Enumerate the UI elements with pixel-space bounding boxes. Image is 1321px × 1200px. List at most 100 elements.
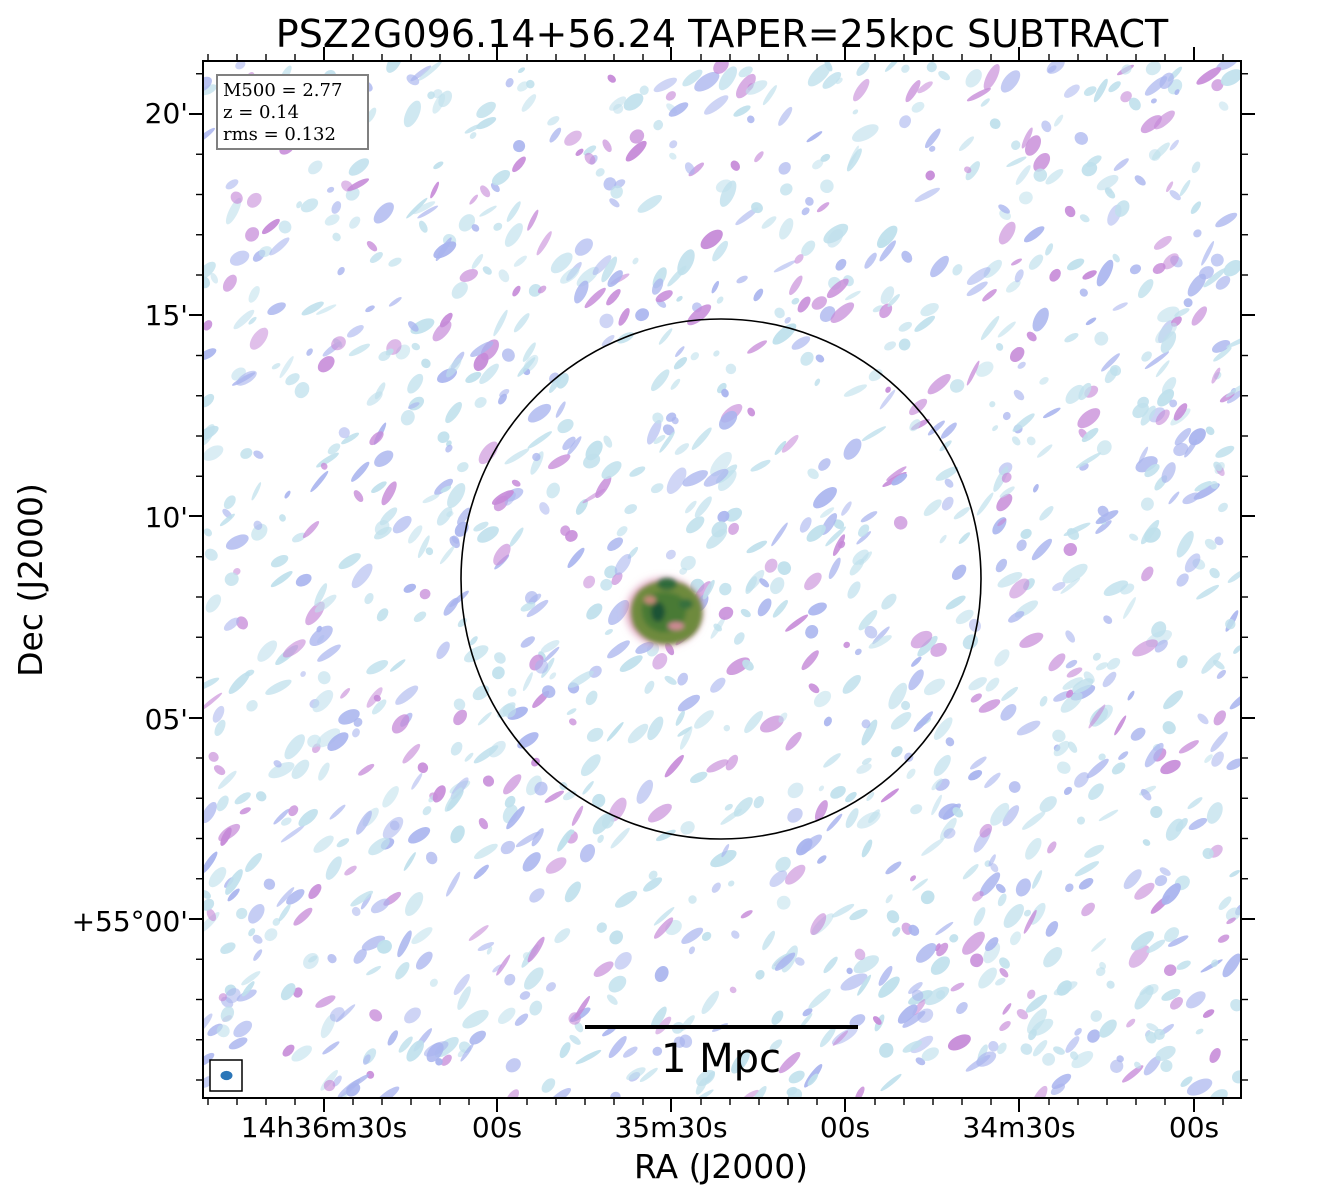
noise-blob bbox=[632, 257, 639, 265]
noise-blob bbox=[920, 302, 939, 317]
noise-blob bbox=[239, 807, 251, 815]
noise-blob bbox=[898, 338, 911, 351]
noise-blob bbox=[1213, 461, 1223, 471]
noise-blob bbox=[754, 151, 764, 163]
noise-blob bbox=[1013, 389, 1025, 401]
noise-blob bbox=[1126, 1018, 1136, 1028]
noise-blob bbox=[595, 168, 605, 177]
noise-blob bbox=[421, 358, 431, 369]
noise-blob bbox=[1096, 259, 1114, 287]
noise-blob bbox=[522, 852, 541, 872]
noise-blob bbox=[1066, 258, 1085, 271]
noise-blob bbox=[248, 286, 260, 303]
noise-blob bbox=[807, 468, 819, 480]
noise-blob bbox=[1039, 696, 1048, 707]
noise-blob bbox=[662, 424, 675, 436]
noise-blob bbox=[813, 690, 832, 708]
noise-blob bbox=[446, 357, 462, 378]
noise-blob bbox=[240, 448, 253, 459]
noise-blob bbox=[1001, 472, 1012, 483]
noise-blob bbox=[315, 995, 336, 1008]
noise-blob bbox=[230, 191, 243, 204]
noise-blob bbox=[1099, 1019, 1117, 1038]
noise-blob bbox=[1047, 841, 1057, 854]
noise-blob bbox=[528, 593, 542, 604]
noise-blob bbox=[841, 501, 852, 516]
noise-blob bbox=[293, 987, 303, 998]
noise-blob bbox=[574, 280, 589, 304]
noise-blob bbox=[413, 611, 427, 623]
noise-blob bbox=[425, 547, 434, 556]
noise-blob bbox=[606, 288, 621, 306]
noise-blob bbox=[1225, 618, 1236, 630]
noise-blob bbox=[675, 710, 685, 726]
noise-blob bbox=[308, 160, 323, 175]
noise-blob bbox=[820, 507, 835, 518]
noise-blob bbox=[1064, 333, 1079, 343]
noise-blob bbox=[703, 468, 729, 487]
noise-blob bbox=[665, 549, 676, 560]
noise-blob bbox=[643, 877, 663, 892]
info-m500: M500 = 2.77 bbox=[223, 80, 342, 101]
noise-blob bbox=[733, 632, 745, 645]
noise-blob bbox=[1144, 742, 1164, 768]
noise-blob bbox=[668, 102, 689, 117]
noise-blob bbox=[886, 910, 900, 924]
noise-blob bbox=[1077, 408, 1101, 429]
noise-blob bbox=[1160, 759, 1181, 775]
noise-blob bbox=[443, 597, 459, 616]
noise-blob bbox=[404, 1007, 421, 1024]
noise-blob bbox=[280, 824, 305, 843]
noise-blob bbox=[879, 1042, 894, 1058]
noise-blob bbox=[1226, 334, 1241, 348]
noise-blob bbox=[923, 499, 942, 517]
noise-blob bbox=[317, 644, 341, 662]
noise-blob bbox=[1052, 582, 1066, 592]
noise-blob bbox=[1204, 754, 1213, 763]
noise-blob bbox=[1211, 959, 1219, 968]
noise-blob bbox=[224, 572, 239, 586]
noise-blob bbox=[908, 924, 920, 936]
noise-blob bbox=[1019, 191, 1033, 205]
noise-blob bbox=[284, 490, 291, 499]
noise-blob bbox=[1000, 70, 1021, 93]
noise-blob bbox=[909, 398, 928, 416]
noise-blob bbox=[313, 835, 334, 853]
noise-blob bbox=[324, 214, 340, 226]
noise-blob bbox=[740, 608, 751, 618]
noise-blob bbox=[524, 967, 544, 990]
noise-blob bbox=[653, 435, 666, 444]
noise-blob bbox=[976, 1051, 997, 1067]
noise-blob bbox=[968, 769, 983, 781]
noise-blob bbox=[220, 942, 236, 955]
noise-blob bbox=[1226, 917, 1236, 925]
noise-blob bbox=[439, 545, 455, 565]
noise-blob bbox=[1139, 984, 1152, 996]
noise-blob bbox=[774, 952, 796, 971]
noise-blob bbox=[814, 800, 828, 822]
noise-blob bbox=[564, 881, 581, 903]
noise-blob bbox=[440, 1054, 452, 1066]
noise-blob bbox=[1083, 86, 1097, 96]
noise-blob bbox=[975, 361, 994, 377]
noise-blob bbox=[1006, 156, 1027, 168]
noise-blob bbox=[794, 957, 805, 966]
noise-blob bbox=[785, 731, 802, 751]
noise-blob bbox=[973, 907, 986, 926]
noise-blob bbox=[1064, 84, 1080, 98]
noise-blob bbox=[856, 811, 881, 829]
noise-blob bbox=[382, 816, 404, 840]
noise-blob bbox=[1144, 351, 1170, 370]
noise-blob bbox=[245, 227, 260, 242]
noise-blob bbox=[580, 754, 601, 777]
noise-blob bbox=[911, 101, 925, 113]
noise-blob bbox=[797, 296, 811, 313]
noise-blob bbox=[550, 252, 573, 274]
noise-blob bbox=[1063, 786, 1073, 795]
noise-blob bbox=[815, 354, 825, 363]
noise-blob bbox=[504, 223, 523, 247]
noise-blob bbox=[751, 1085, 767, 1098]
noise-blob bbox=[268, 761, 295, 779]
noise-blob bbox=[469, 636, 478, 646]
noise-blob bbox=[1161, 377, 1177, 395]
